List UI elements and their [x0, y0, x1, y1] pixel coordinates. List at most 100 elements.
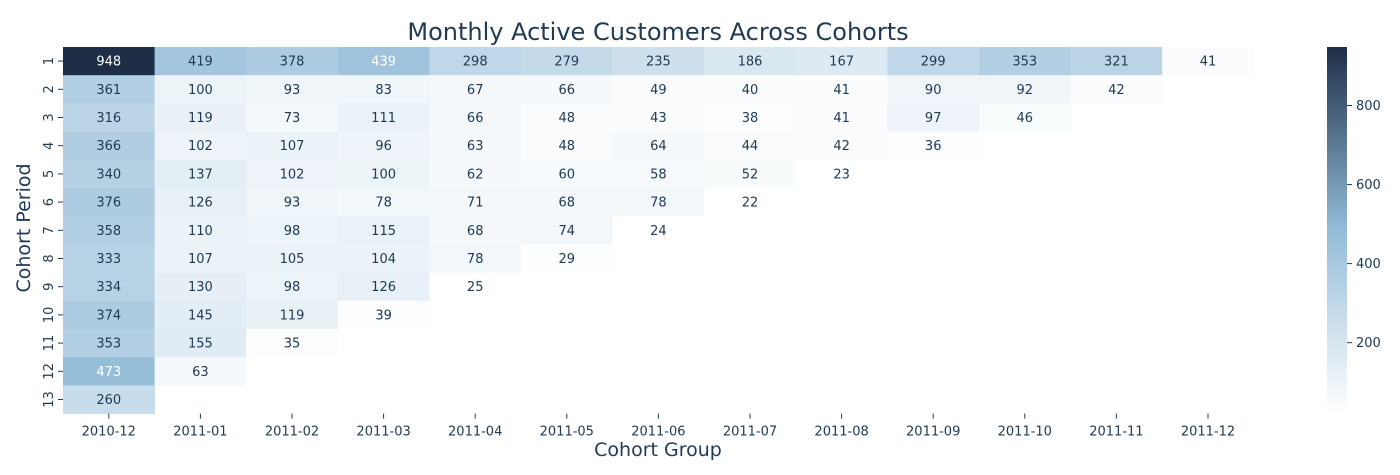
heatmap-cell	[429, 159, 522, 189]
heatmap-cell-label: 145	[188, 308, 213, 323]
heatmap-cell	[887, 47, 980, 76]
heatmap-cell	[612, 188, 705, 217]
heatmap-cell	[887, 131, 980, 161]
heatmap-cell	[704, 103, 797, 132]
colorbar: 200 400 600 800	[1327, 47, 1381, 413]
heatmap-cell-label: 948	[96, 55, 121, 70]
heatmap-cell-label: 105	[280, 252, 305, 267]
heatmap-cell	[246, 272, 339, 302]
heatmap-cell-label: 78	[650, 196, 667, 211]
heatmap-cell	[63, 385, 155, 414]
y-tick-label: 10	[42, 307, 57, 324]
heatmap-cell-label: 43	[650, 111, 667, 126]
heatmap-cell	[795, 103, 888, 132]
heatmap-cell-label: 48	[559, 139, 576, 154]
heatmap-cell-label: 23	[833, 167, 850, 182]
heatmap-cell	[612, 75, 705, 104]
heatmap-cell-label: 41	[833, 111, 850, 126]
heatmap-cell-label: 42	[833, 139, 850, 154]
heatmap-cell	[704, 188, 797, 217]
heatmap-cell	[337, 216, 430, 245]
heatmap-cell-label: 66	[559, 83, 576, 98]
heatmap-cell-label: 93	[284, 196, 301, 211]
heatmap-cell	[429, 131, 522, 161]
colorbar-tick-label: 800	[1356, 99, 1381, 114]
heatmap-cell	[521, 188, 613, 217]
heatmap-cell-label: 358	[96, 224, 121, 239]
heatmap-cell-label: 36	[925, 139, 942, 154]
colorbar-tick-label: 200	[1356, 336, 1381, 351]
heatmap-cell-label: 25	[467, 280, 484, 295]
heatmap-cell	[337, 300, 430, 330]
y-tick-label: 12	[42, 363, 57, 380]
heatmap-cell-label: 100	[371, 167, 396, 182]
heatmap-cell	[246, 300, 339, 330]
heatmap-cell	[337, 131, 430, 161]
heatmap-cell	[887, 75, 980, 104]
x-tick-label: 2011-04	[448, 425, 502, 440]
x-tick-label: 2011-12	[1181, 425, 1235, 440]
heatmap-cell	[795, 131, 888, 161]
heatmap-cell-label: 299	[921, 55, 946, 70]
y-tick-label: 7	[42, 226, 57, 234]
heatmap-cell	[979, 103, 1071, 132]
x-tick-label: 2011-01	[173, 425, 227, 440]
heatmap-cell	[154, 75, 247, 104]
heatmap-cell-label: 83	[375, 83, 392, 98]
heatmap-cell-label: 38	[742, 111, 759, 126]
heatmap-cell	[337, 75, 430, 104]
heatmap-cell	[63, 272, 155, 302]
heatmap-cells	[63, 47, 1255, 414]
heatmap-cell-label: 186	[738, 55, 763, 70]
y-tick-label: 1	[42, 57, 57, 65]
heatmap-cell	[246, 216, 339, 245]
heatmap-cell	[521, 103, 613, 132]
heatmap-cell	[154, 131, 247, 161]
heatmap-cell	[154, 103, 247, 132]
x-tick-label: 2011-08	[814, 425, 868, 440]
heatmap-cell-label: 333	[96, 252, 121, 267]
heatmap-cell-label: 155	[188, 337, 213, 352]
heatmap-cell	[337, 272, 430, 302]
y-tick-label: 9	[42, 283, 57, 291]
heatmap-cell	[429, 75, 522, 104]
heatmap-cell-label: 90	[925, 83, 942, 98]
x-tick-label: 2011-11	[1089, 425, 1143, 440]
heatmap-cell	[63, 216, 155, 245]
heatmap-cell	[979, 47, 1071, 76]
x-tick-label: 2011-06	[631, 425, 685, 440]
heatmap-cell-label: 235	[646, 55, 671, 70]
heatmap-cell-label: 22	[742, 196, 759, 211]
heatmap-cell	[63, 75, 155, 104]
x-axis-label: Cohort Group	[594, 439, 722, 461]
heatmap-cell-label: 111	[371, 111, 396, 126]
heatmap-cell	[63, 47, 155, 76]
heatmap-cell	[246, 329, 339, 358]
heatmap-cell	[429, 188, 522, 217]
heatmap-cell-label: 41	[1200, 55, 1217, 70]
heatmap-cell	[246, 75, 339, 104]
heatmap-cell-label: 66	[467, 111, 484, 126]
heatmap-cell-label: 44	[742, 139, 759, 154]
heatmap-cell-label: 74	[559, 224, 576, 239]
heatmap-cell-label: 52	[742, 167, 759, 182]
heatmap-cell	[612, 103, 705, 132]
heatmap-cell-label: 35	[284, 337, 301, 352]
heatmap-cell	[154, 216, 247, 245]
heatmap-cell-label: 137	[188, 167, 213, 182]
heatmap-cell-label: 107	[188, 252, 213, 267]
heatmap-cell-label: 473	[96, 365, 121, 380]
heatmap-cell-label: 100	[188, 83, 213, 98]
heatmap-cell-label: 71	[467, 196, 484, 211]
heatmap-cell-label: 62	[467, 167, 484, 182]
heatmap-cell	[154, 357, 247, 386]
heatmap-cell	[63, 103, 155, 132]
heatmap-cell	[795, 159, 888, 189]
heatmap-cell-labels: 948 419 378 439 298 279 235 186 167 299 353 321 4136…	[96, 55, 1216, 408]
heatmap-cell-label: 107	[280, 139, 305, 154]
colorbar-tick-label: 400	[1356, 257, 1381, 272]
heatmap-cell	[704, 131, 797, 161]
x-tick-label: 2011-07	[723, 425, 777, 440]
